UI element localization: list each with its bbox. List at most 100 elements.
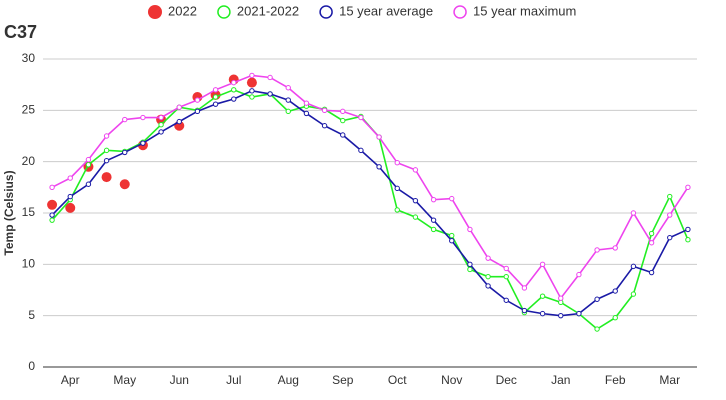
data-point [576, 271, 582, 278]
data-point [103, 147, 110, 154]
data-point [303, 110, 310, 117]
data-point [194, 97, 201, 103]
data-point [685, 236, 691, 243]
y-tick-label: 30 [22, 51, 36, 65]
data-point [303, 100, 310, 106]
data-point [85, 162, 92, 168]
data-point [246, 77, 257, 88]
data-point [340, 117, 346, 124]
data-point [140, 140, 146, 146]
data-point [485, 255, 491, 261]
y-tick-label: 10 [22, 257, 36, 271]
data-point [103, 157, 110, 164]
data-point [176, 104, 182, 110]
data-point [285, 97, 291, 103]
x-tick-label: Jul [226, 373, 241, 387]
data-point [194, 108, 201, 115]
legend: 2022 2021-2022 15 year average 15 year maxi… [148, 3, 576, 19]
legend-swatch [319, 5, 333, 19]
x-tick-label: Apr [61, 373, 80, 387]
data-point [630, 210, 637, 216]
x-tick-label: Oct [388, 373, 407, 387]
data-point [212, 87, 219, 93]
data-point [558, 312, 564, 319]
data-point [576, 310, 582, 317]
chart-title: C37 [4, 22, 37, 42]
data-point [340, 108, 346, 115]
data-point [667, 193, 673, 200]
data-point [285, 85, 291, 91]
data-point [85, 156, 92, 163]
x-tick-label: Mar [659, 373, 680, 387]
legend-label: 2022 [168, 3, 197, 18]
data-point [667, 212, 673, 218]
data-point [212, 94, 219, 100]
data-point [249, 88, 255, 94]
series-line [51, 88, 689, 331]
data-point [249, 94, 255, 100]
data-point [503, 273, 509, 280]
x-tick-label: Jan [551, 373, 570, 387]
data-point [594, 326, 600, 332]
data-point [394, 185, 400, 192]
data-point [449, 238, 455, 244]
data-point [394, 159, 400, 166]
data-point [521, 307, 528, 314]
data-point [101, 172, 112, 183]
data-point [685, 226, 691, 233]
data-point [158, 114, 164, 121]
data-point [67, 175, 73, 181]
data-point [49, 184, 55, 191]
data-point [485, 273, 491, 280]
x-tick-label: Aug [278, 373, 299, 387]
data-point [231, 87, 237, 93]
data-point [558, 295, 564, 301]
data-point [667, 234, 673, 241]
data-point [648, 230, 655, 237]
series-line [51, 74, 689, 300]
data-point [467, 266, 473, 273]
data-point [321, 123, 328, 129]
data-point [412, 214, 419, 220]
data-point [594, 247, 600, 253]
data-point [521, 285, 528, 291]
data-point [122, 116, 128, 123]
x-tick-label: Nov [441, 373, 462, 387]
data-point [467, 261, 473, 268]
data-point [430, 196, 437, 203]
legend-swatch [217, 5, 231, 19]
data-point [612, 315, 618, 321]
data-point [140, 114, 146, 121]
data-point [630, 263, 637, 270]
data-point [648, 269, 655, 276]
data-point [539, 310, 546, 317]
y-axis-label: Temp (Celsius) [2, 170, 16, 255]
data-point [630, 291, 637, 297]
legend-label: 2021-2022 [237, 3, 299, 18]
data-point [376, 164, 382, 170]
data-point [49, 217, 55, 223]
data-point [267, 91, 273, 97]
x-tick-label: Jun [170, 373, 189, 387]
x-tick-label: Dec [496, 373, 517, 387]
data-point [612, 245, 618, 251]
data-point [394, 207, 400, 213]
data-point [321, 107, 328, 114]
data-point [231, 96, 237, 102]
data-point [285, 108, 291, 115]
data-point [449, 232, 455, 239]
data-point [412, 167, 419, 173]
data-point [47, 199, 58, 210]
data-point [376, 134, 382, 140]
data-point [176, 118, 182, 125]
data-point [119, 179, 130, 190]
x-tick-label: Feb [605, 373, 626, 387]
x-tick-label: May [113, 373, 136, 387]
legend-swatch [453, 5, 467, 19]
data-point [539, 261, 546, 268]
data-point [485, 283, 491, 289]
data-point [158, 129, 164, 135]
data-point [49, 212, 55, 218]
x-tick-label: Sep [332, 373, 354, 387]
